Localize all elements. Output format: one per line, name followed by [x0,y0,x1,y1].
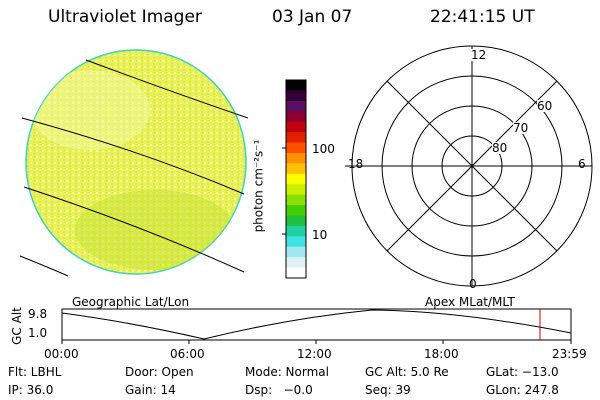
colorbar-swatch [286,80,306,91]
gc-alt-xtick-2: 12:00 [297,347,332,361]
info-gain: Gain: 14 [125,383,176,397]
colorbar-swatch [286,173,306,185]
colorbar-swatch [286,267,306,279]
mlt-diagonal-2 [386,80,558,252]
gc-alt-curve [61,309,572,340]
geographic-grid-lines [19,59,249,277]
colorbar-swatch [286,225,306,237]
colorbar-swatch [286,215,306,227]
gc-alt-plot-frame [61,308,572,341]
info-gc-alt: GC Alt: 5.0 Re [365,365,449,379]
colorbar-swatch [286,163,306,175]
info-dsp: Dsp: −0.0 [245,383,313,397]
apex-panel-label: Apex MLat/MLT [425,295,515,309]
mlat-label-80: 80 [492,141,508,155]
colorbar-swatch [286,121,306,133]
colorbar-swatch [286,132,306,144]
mlat-label-70: 70 [513,121,529,135]
colorbar-swatch [286,90,306,102]
mlt-label-18: 18 [348,157,364,171]
colorbar-swatch [286,142,306,154]
mlat-label-60: 60 [537,99,553,113]
colorbar-swatch [286,111,306,123]
gc-alt-xtick-0: 00:00 [44,347,79,361]
info-mode: Mode: Normal [245,365,329,379]
gc-alt-ytick-min: 1.0 [28,326,48,340]
time-label: 22:41:15 UT [430,7,535,27]
colorbar-swatch [286,236,306,248]
colorbar-swatch [286,257,306,269]
colorbar-tick-10: 10 [312,228,328,242]
gc-alt-xtick-1: 06:00 [170,347,205,361]
info-seq: Seq: 39 [365,383,411,397]
colorbar-swatch [286,194,306,206]
info-glon: GLon: 247.8 [486,383,559,397]
mlt-label-12: 12 [471,48,487,62]
colorbar-swatch [286,184,306,196]
date-label: 03 Jan 07 [272,7,353,27]
info-filter: Flt: LBHL [8,365,62,379]
colorbar-tick-100: 100 [312,142,335,156]
gc-alt-xtick-3: 18:00 [424,347,459,361]
gc-alt-ylabel: GC Alt [9,307,24,345]
colorbar-swatch [286,246,306,258]
geographic-panel-label: Geographic Lat/Lon [72,295,190,309]
gc-alt-ytick-max: 9.8 [28,307,48,321]
info-glat: GLat: −13.0 [486,365,559,379]
colorbar-swatch [286,152,306,164]
mlt-label-6: 6 [578,157,586,171]
colorbar-swatch [286,205,306,216]
mlt-label-0: 0 [469,277,477,291]
instrument-title: Ultraviolet Imager [48,7,202,27]
info-ip: IP: 36.0 [8,383,54,397]
airglow-disk [25,49,247,275]
gc-alt-xtick-4: 23:59 [552,347,587,361]
info-door: Door: Open [125,365,194,379]
colorbar-swatch [286,100,306,112]
